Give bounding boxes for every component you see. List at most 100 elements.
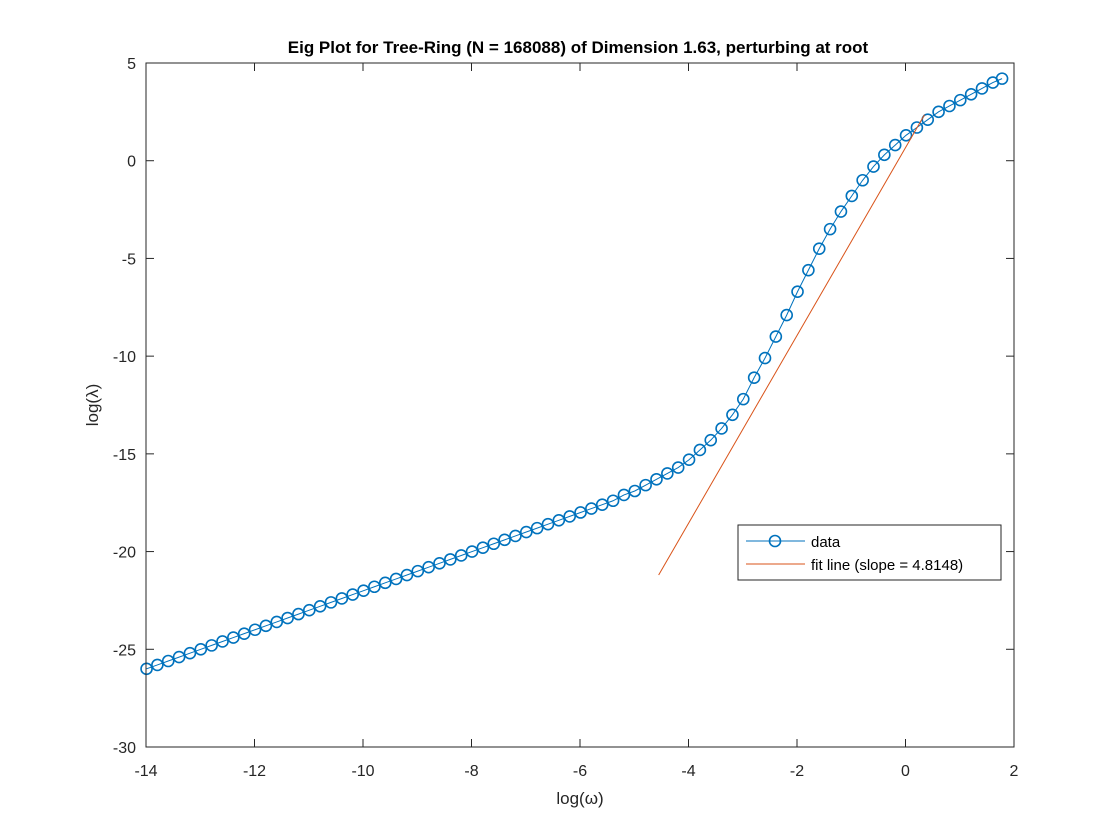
data-point [878, 148, 891, 162]
y-axis-ticks: -30 -25 -20 -15 -10 -5 0 5 [113, 56, 1014, 757]
data-point [802, 263, 815, 277]
data-point [780, 308, 793, 322]
data-point [606, 494, 620, 508]
data-point [964, 87, 978, 101]
data-point [943, 99, 956, 113]
x-tick-label: -4 [681, 763, 695, 780]
data-point [433, 556, 446, 570]
data-point [932, 105, 945, 119]
data-point [995, 72, 1009, 85]
data-point [227, 631, 240, 644]
data-point [183, 646, 197, 660]
data-point [172, 650, 186, 664]
data-point [888, 138, 902, 152]
data-point [736, 392, 750, 406]
x-axis-label: log(ω) [556, 789, 603, 808]
data-point [953, 93, 967, 107]
data-point [867, 160, 880, 173]
legend-label-data: data [811, 534, 841, 551]
data-point [715, 422, 728, 435]
data-point [975, 82, 989, 95]
axes: -14 -12 -10 -8 -6 -4 -2 0 2 -30-25-20-15-10-505 [113, 56, 1019, 780]
data-point [389, 572, 403, 586]
y-tick-label: -15 [113, 447, 136, 464]
x-axis-ticks: -14 -12 -10 -8 -6 -4 -2 0 2 [134, 63, 1019, 780]
y-tick-label: -25 [113, 642, 136, 659]
plot-series-group [140, 72, 1009, 676]
data-point [628, 484, 642, 498]
data-point [248, 623, 262, 637]
data-point [574, 506, 587, 519]
x-tick-label: -14 [134, 763, 157, 780]
x-tick-label: -2 [790, 763, 804, 780]
data-point [237, 627, 251, 640]
y-tick-label: -30 [113, 740, 136, 757]
data-point [205, 639, 218, 652]
x-tick-label: -12 [243, 763, 266, 780]
y-tick-label: -5 [122, 251, 136, 268]
data-point [400, 568, 414, 582]
data-point [726, 408, 739, 422]
data-point [823, 222, 837, 236]
x-tick-label: -6 [573, 763, 587, 780]
data-point [758, 351, 772, 365]
data-point [194, 642, 208, 656]
chart-title: Eig Plot for Tree-Ring (N = 168088) of D… [288, 38, 869, 57]
data-point [899, 129, 913, 142]
data-point [259, 619, 273, 633]
x-tick-label: -8 [464, 763, 478, 780]
plot-area [146, 63, 1014, 747]
data-point [671, 461, 685, 474]
data-point [313, 599, 327, 613]
data-point [585, 502, 598, 515]
data-point [140, 662, 153, 676]
data-point [151, 658, 164, 672]
data-point [465, 545, 479, 558]
data-point [650, 472, 663, 486]
data-point [476, 541, 490, 554]
data-point [346, 588, 359, 601]
data-point [682, 453, 696, 467]
data-point [552, 514, 566, 527]
x-tick-label: 0 [901, 763, 910, 780]
data-point [693, 443, 707, 457]
data-point [747, 371, 761, 384]
data-point [639, 478, 652, 492]
x-tick-label: -10 [351, 763, 374, 780]
data-point [368, 580, 381, 594]
data-point [509, 529, 522, 543]
data-point [302, 603, 316, 617]
y-tick-label: -20 [113, 545, 136, 562]
data-point [834, 205, 848, 218]
data-point [541, 517, 555, 531]
data-point [335, 592, 349, 605]
data-point [444, 553, 457, 566]
data-point [498, 533, 511, 547]
data-point [270, 615, 284, 629]
legend-label-fit-line: fit line (slope = 4.8148) [811, 557, 963, 574]
fit-line [658, 114, 925, 576]
y-axis-label: log(λ) [83, 384, 102, 427]
data-point [161, 654, 175, 668]
data-point [856, 173, 869, 187]
data-point [519, 525, 533, 539]
y-tick-label: 0 [127, 154, 136, 171]
data-point [910, 121, 924, 134]
data-point [487, 537, 501, 551]
data-point [411, 564, 425, 578]
legend-entry-fit-line: fit line (slope = 4.8148) [746, 557, 963, 574]
data-point [617, 488, 631, 502]
legend-box [737, 524, 1002, 581]
data-point [704, 433, 718, 447]
data-point [324, 596, 338, 609]
data-point [530, 521, 544, 535]
x-tick-label: 2 [1010, 763, 1019, 780]
legend-marker-data [768, 534, 782, 548]
data-point [281, 611, 294, 625]
data-point [769, 330, 783, 343]
data-point [661, 467, 674, 480]
data-point [812, 242, 826, 255]
data-point [378, 576, 392, 590]
data-point [791, 285, 804, 298]
